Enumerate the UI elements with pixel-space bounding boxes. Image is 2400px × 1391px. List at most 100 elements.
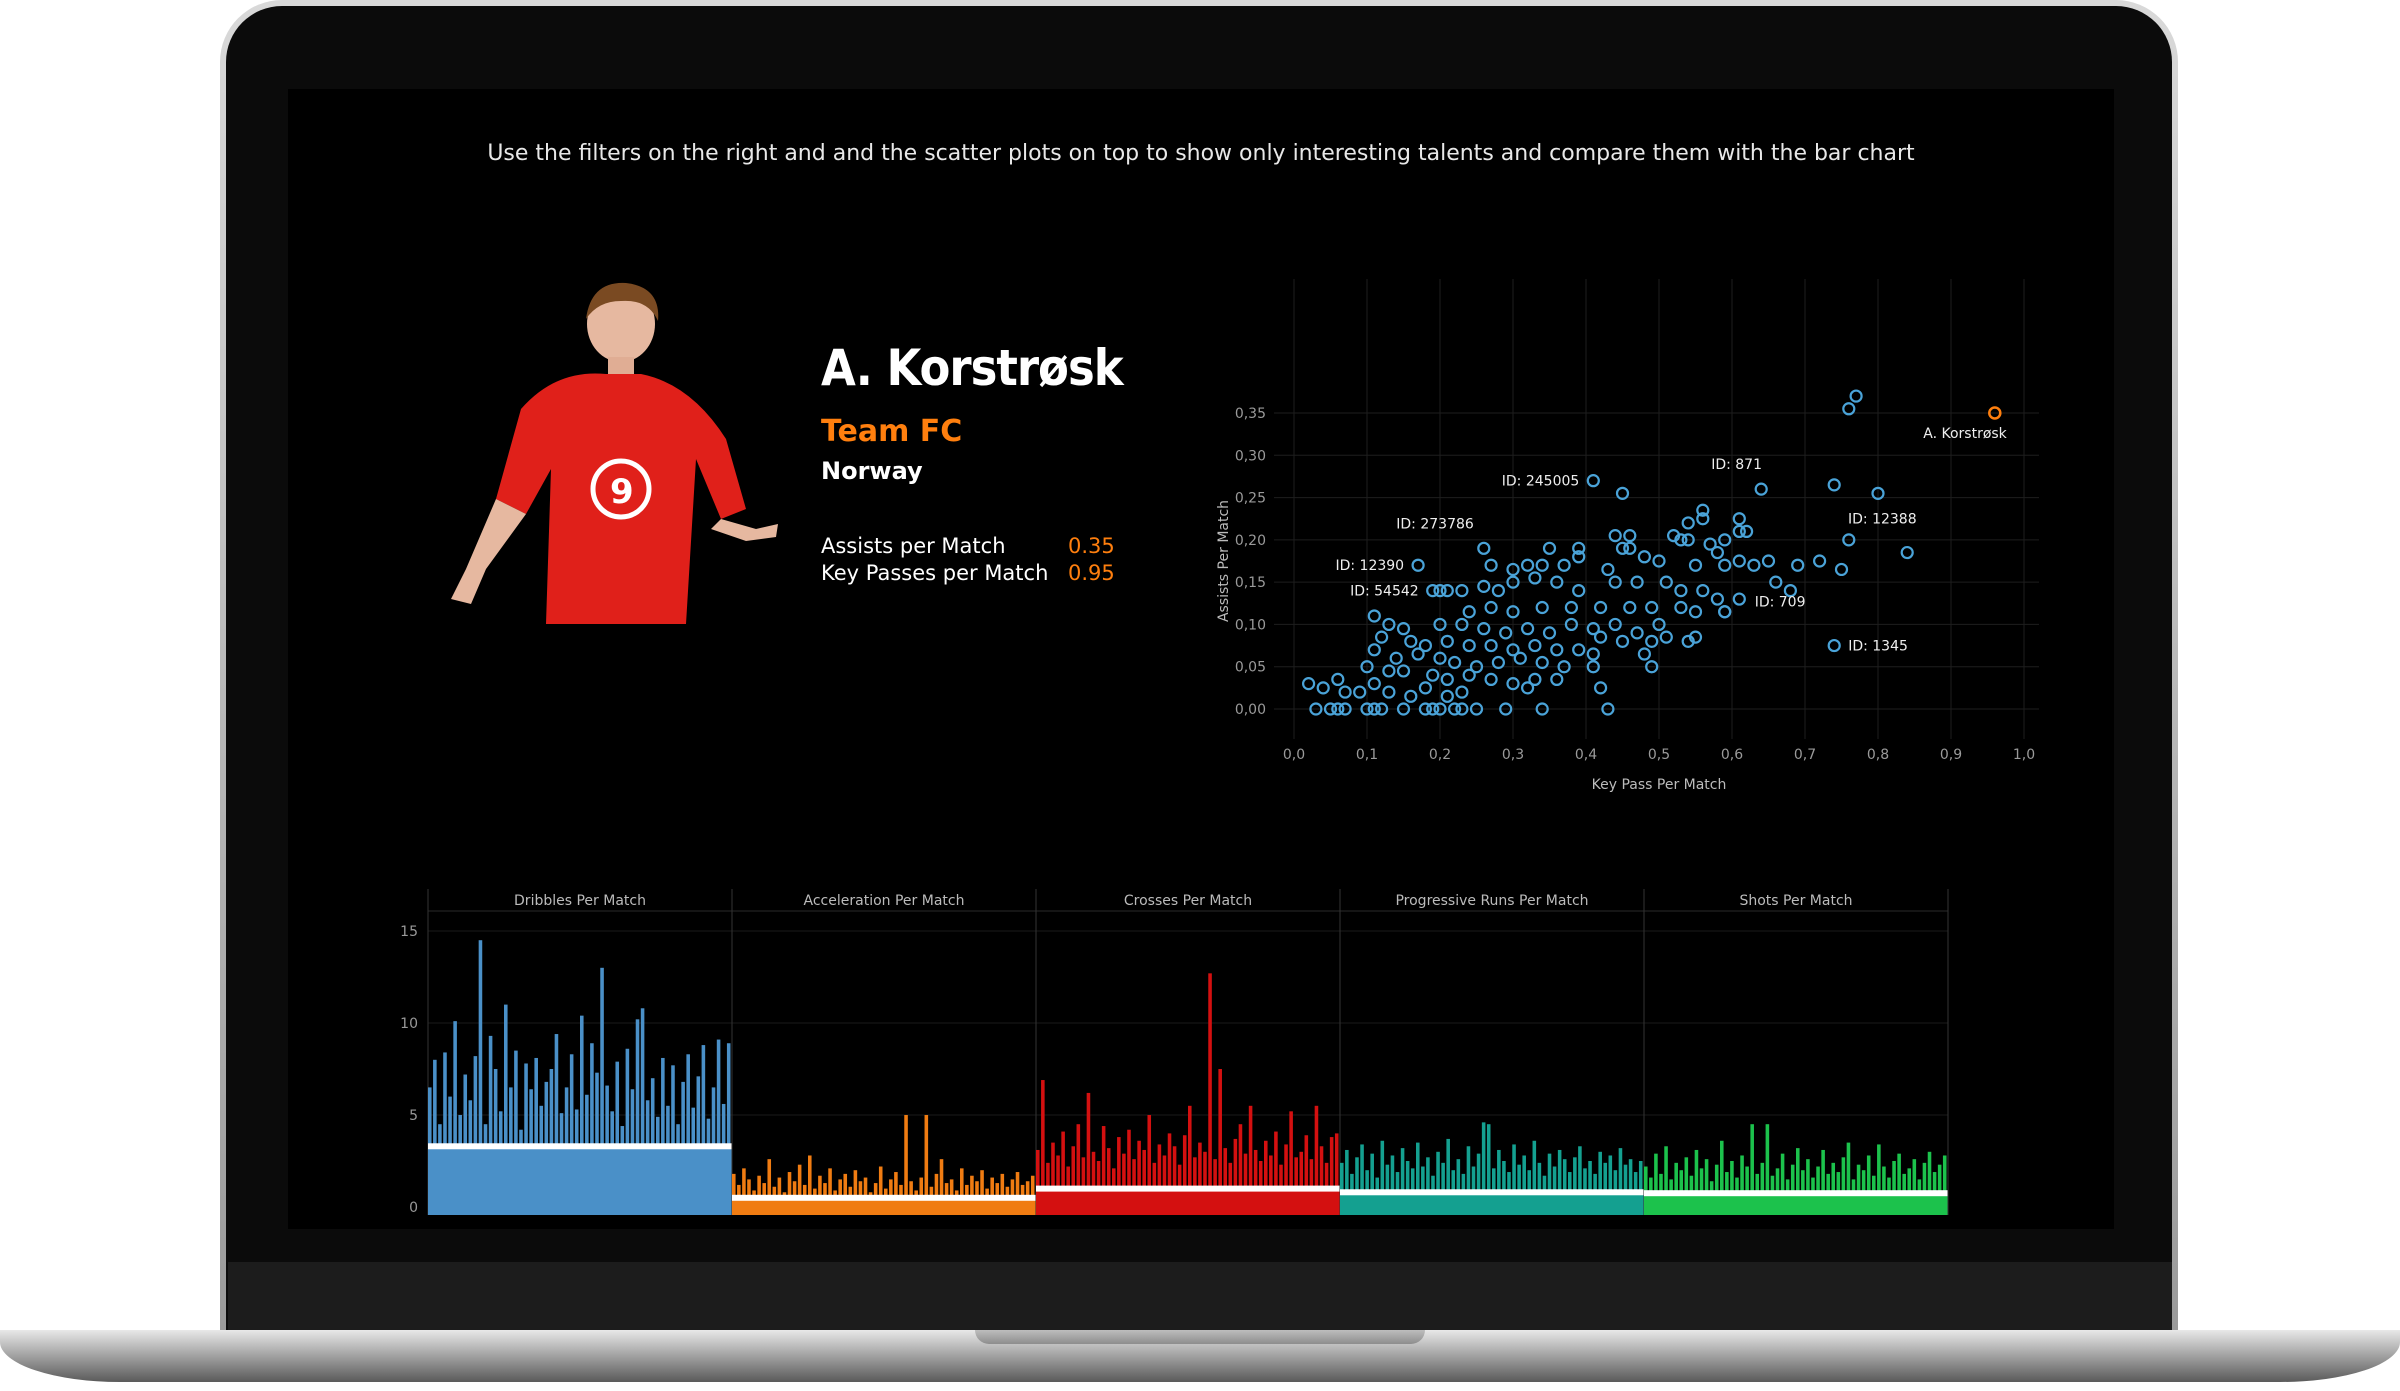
bar	[1076, 1124, 1081, 1207]
bar	[1664, 1146, 1668, 1207]
bar	[1486, 1124, 1491, 1207]
bar	[1836, 1172, 1841, 1207]
scatter-point	[1572, 550, 1586, 564]
scatter-point	[1396, 622, 1411, 636]
bar	[843, 1173, 848, 1207]
x-tick-label: 0,3	[1502, 747, 1524, 763]
bar	[1557, 1149, 1562, 1207]
scatter-point	[1659, 575, 1673, 589]
bar	[448, 1096, 452, 1207]
scatter-point	[1375, 702, 1389, 716]
player-team: Team FC	[821, 414, 963, 449]
bar	[1223, 1148, 1228, 1207]
bar	[1015, 1172, 1020, 1207]
bar	[1010, 1179, 1015, 1207]
bar	[1547, 1153, 1552, 1207]
bar	[853, 1170, 858, 1207]
bar	[463, 1074, 468, 1207]
bar	[1036, 1149, 1040, 1207]
scatter-point	[1550, 672, 1564, 686]
bar	[1269, 1155, 1273, 1207]
scatter-point	[1528, 571, 1542, 585]
bar	[1740, 1155, 1744, 1207]
bar	[686, 1054, 690, 1207]
scatter-point	[1688, 605, 1703, 619]
bar-chart-panels[interactable]: 0 5 10 15 Dribbles Per Match Acceleration Per…	[388, 889, 1988, 1224]
bar	[656, 1116, 660, 1207]
bar	[1816, 1166, 1820, 1207]
scatter-point	[1871, 486, 1885, 500]
scatter-point	[1542, 541, 1557, 555]
scatter-point	[1455, 702, 1469, 716]
scatter-point	[1535, 702, 1549, 716]
bar	[671, 1065, 675, 1207]
scatter-point	[1367, 677, 1381, 691]
scatter-point	[1674, 533, 1688, 547]
scatter-point	[1674, 600, 1688, 615]
bar	[488, 1035, 493, 1207]
laptop-notch	[975, 1330, 1425, 1344]
bar	[1527, 1170, 1532, 1207]
x-tick-label: 0,1	[1356, 747, 1378, 763]
bar	[1122, 1153, 1126, 1207]
scatter-point	[1739, 524, 1754, 538]
scatter-point	[1433, 702, 1447, 716]
scatter-point	[1652, 554, 1666, 568]
panel-title: Crosses Per Match	[1124, 893, 1252, 909]
scatter-point	[1564, 617, 1578, 632]
x-tick-label: 0,4	[1575, 747, 1597, 763]
scatter-point	[1842, 402, 1856, 416]
scatter-point	[1506, 562, 1520, 577]
highlighted-player-label: A. Korstrøsk	[1923, 426, 2007, 442]
bar	[818, 1175, 822, 1207]
scatter-point	[1462, 668, 1476, 682]
scatter-point	[1521, 558, 1535, 572]
scatter-point	[1718, 558, 1732, 572]
bar	[1436, 1151, 1440, 1207]
bar	[1198, 1142, 1202, 1207]
scatter-point	[1615, 486, 1630, 500]
y-tick-label: 10	[400, 1016, 418, 1032]
bar	[1451, 1170, 1456, 1207]
scatter-point	[1586, 622, 1600, 636]
bar	[666, 1105, 670, 1207]
scatter-point	[1710, 592, 1724, 606]
bar	[716, 1039, 721, 1207]
scatter-point-label: ID: 54542	[1350, 584, 1419, 600]
bar	[1329, 1137, 1334, 1207]
bar	[1942, 1155, 1947, 1207]
scatter-point	[1608, 575, 1622, 589]
scatter-point	[1440, 584, 1454, 598]
scatter-point	[1615, 541, 1630, 555]
bar	[1248, 1105, 1253, 1207]
scatter-point	[1623, 541, 1637, 555]
bar	[453, 1021, 457, 1207]
scatter-point	[1535, 558, 1549, 572]
scatter-point	[1761, 554, 1776, 568]
bar	[635, 1019, 640, 1207]
bar	[1182, 1135, 1187, 1207]
scatter-point	[1448, 702, 1462, 716]
scatter-point	[1499, 626, 1513, 640]
bar	[1856, 1164, 1861, 1207]
bar	[1071, 1146, 1076, 1207]
bar	[645, 1100, 650, 1207]
bar	[1937, 1164, 1942, 1207]
bar	[1907, 1168, 1912, 1207]
scatter-point	[1586, 660, 1600, 674]
scatter-point	[1557, 660, 1571, 674]
scatter-point	[1404, 634, 1418, 648]
bar	[574, 1109, 579, 1207]
bar	[1745, 1166, 1749, 1207]
scatter-point	[1586, 474, 1600, 488]
scatter-point	[1396, 664, 1411, 678]
scatter-plot[interactable]: 0,0 0,1 0,2 0,3 0,4 0,5 0,6 0,7 0,8 0,9 1,0 0,00 0,0…	[1208, 269, 2068, 809]
scatter-point-label: ID: 12390	[1335, 558, 1404, 574]
scatter-point	[1630, 575, 1644, 589]
scatter-point	[1732, 524, 1746, 538]
scatter-point	[1594, 600, 1608, 615]
scatter-point	[1681, 516, 1695, 530]
scatter-point	[1732, 512, 1746, 526]
bar	[504, 1004, 508, 1207]
bar	[787, 1172, 792, 1207]
